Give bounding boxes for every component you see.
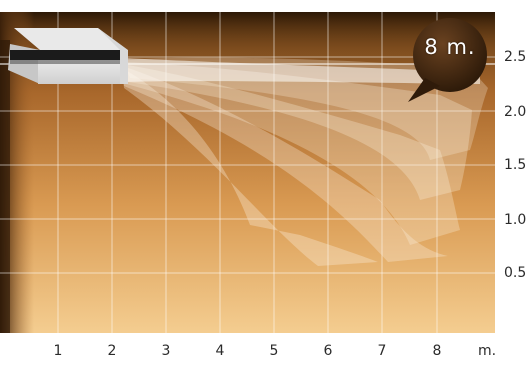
y-tick-label: 1.5: [504, 157, 527, 173]
x-tick-label: 7: [377, 343, 387, 359]
airflow-plume: [122, 68, 378, 266]
airflow-plume: [122, 62, 472, 200]
y-tick-label: 1.0: [504, 212, 527, 228]
x-tick-label: 4: [215, 343, 225, 359]
y-tick-label: 0.5: [504, 265, 527, 281]
x-tick-label: 8: [432, 343, 442, 359]
airflow-plume: [122, 57, 488, 160]
airflow-core: [124, 58, 480, 84]
airflow-plume: [122, 64, 460, 245]
y-tick-label: 2.5: [504, 49, 527, 65]
y-tick-label: 2.0: [504, 104, 527, 120]
left-wall-edge: [0, 40, 10, 333]
x-tick-label: 1: [53, 343, 63, 359]
x-tick-label: 5: [269, 343, 279, 359]
x-tick-label: 2: [107, 343, 117, 359]
x-axis-unit: m.: [477, 343, 497, 359]
x-tick-label: 6: [323, 343, 333, 359]
distance-callout-text: 8 m.: [424, 35, 476, 59]
distance-callout: [408, 18, 487, 102]
airflow-plumes: [122, 57, 488, 266]
x-tick-label: 3: [161, 343, 171, 359]
ceiling-air-conditioner-icon: [8, 28, 128, 84]
airflow-plume: [122, 66, 448, 262]
